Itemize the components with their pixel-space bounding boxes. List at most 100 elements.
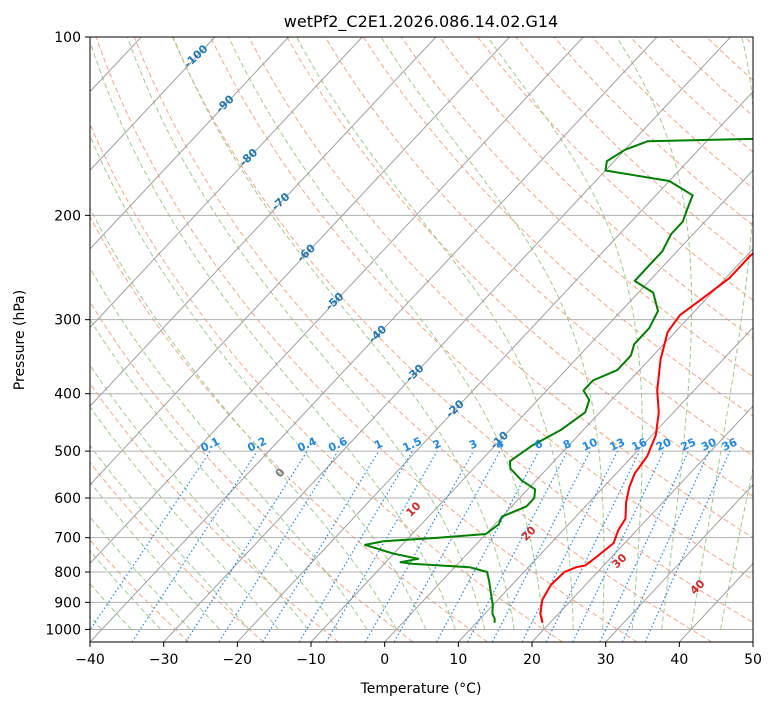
dry-adiabat [477, 37, 753, 301]
adiabat-label: 40 [688, 577, 708, 597]
isotherm-line [384, 248, 753, 642]
moist-adiabat [90, 481, 220, 630]
isotherm-line [163, 37, 731, 642]
x-tick-label: 30 [597, 652, 615, 668]
moist-adiabat [90, 406, 279, 630]
y-tick-label: 800 [54, 565, 81, 581]
mixing-ratio-line [325, 450, 438, 642]
x-tick-label: 50 [744, 652, 762, 668]
dry-adiabat [90, 215, 488, 642]
isotherm-line [605, 484, 753, 642]
mixing-ratio-label: 25 [679, 436, 698, 454]
mixing-ratio-label: 20 [654, 435, 674, 453]
moist-adiabat [90, 583, 132, 630]
moist-adiabat [380, 37, 605, 630]
x-tick-label: 40 [670, 652, 688, 668]
isotherm-line [752, 641, 753, 642]
dry-adiabat [286, 37, 753, 497]
moist-adiabat [90, 364, 309, 630]
moist-adiabat [90, 207, 397, 630]
dry-adiabat [668, 37, 753, 117]
chart-title: wetPf2_C2E1.2026.086.14.02.G14 [284, 12, 558, 32]
mixing-ratio-line [621, 450, 710, 642]
dry-adiabat [210, 37, 753, 581]
y-tick-label: 200 [54, 208, 81, 224]
mixing-ratio-line [218, 450, 339, 642]
moist-adiabat [90, 550, 162, 630]
isotherm-line [457, 326, 753, 642]
x-tick-label: −10 [296, 652, 326, 668]
mixing-ratio-label: 1.5 [401, 435, 424, 455]
moist-adiabat [228, 37, 545, 630]
mixing-ratio-line [545, 450, 641, 642]
dewpoint-trace [364, 137, 753, 623]
isotherm-line [310, 169, 753, 642]
y-tick-label: 600 [54, 491, 81, 507]
x-tick-label: −20 [223, 652, 253, 668]
moist-adiabat [487, 37, 643, 630]
moist-adiabat [172, 37, 515, 630]
mixing-ratio-line [131, 450, 258, 642]
dry-adiabat [706, 37, 753, 81]
plot-frame [89, 36, 754, 643]
mixing-ratio-label: 36 [720, 435, 740, 453]
isotherm-line [90, 37, 289, 250]
mixing-ratio-label: 1 [372, 437, 384, 452]
mixing-ratio-line [435, 450, 540, 642]
mixing-ratio-line [262, 450, 380, 642]
mixing-ratio-line [185, 450, 308, 642]
isotherm-line [90, 37, 584, 565]
y-tick-label: 900 [54, 595, 81, 611]
isotherm-line [90, 37, 658, 642]
adiabat-label: 0 [273, 465, 288, 480]
mixing-ratio-label: 3 [467, 437, 479, 452]
mixing-ratio-line [466, 450, 568, 642]
isotherm-line [0, 37, 68, 642]
moist-adiabat [90, 267, 368, 630]
isotherm-line [236, 90, 753, 642]
axes: −40 −30 −20 −10 0 10 20 30 40 5010020030040050060… [45, 30, 762, 668]
isotherm-line [90, 37, 510, 486]
y-tick-label: 700 [54, 531, 81, 547]
dry-adiabat [90, 539, 190, 642]
mixing-ratio-label: 0.4 [295, 434, 318, 454]
mixing-ratio-label: 2 [431, 437, 443, 452]
dry-adiabat [324, 37, 753, 457]
x-axis-label: Temperature (°C) [360, 681, 482, 697]
moist-adiabat [90, 444, 250, 630]
mixing-ratio-label: 13 [608, 436, 627, 454]
moist-adiabat [616, 37, 693, 630]
mixing-ratio-label: 30 [699, 435, 719, 453]
moist-adiabat [90, 39, 456, 630]
mixing-ratio-line [364, 450, 474, 642]
moist-adiabat [90, 318, 338, 630]
mixing-ratio-label: 16 [630, 435, 650, 453]
moist-adiabat [90, 134, 427, 630]
y-tick-label: 300 [54, 313, 81, 329]
plot-area: -100-90-80-70-60-50-40-30-20-100.1 0.2 0.4… [0, 37, 753, 642]
moist-adiabat [126, 37, 486, 630]
moist-adiabat [90, 516, 191, 630]
moist-adiabat [296, 37, 574, 630]
mixing-ratio-line [572, 450, 665, 642]
y-tick-label: 100 [54, 30, 81, 46]
dry-adiabat [171, 37, 753, 624]
moist-adiabat [690, 37, 753, 630]
dry-adiabat [95, 37, 638, 642]
dry-adiabat [400, 37, 753, 378]
y-axis-label: Pressure (hPa) [12, 290, 28, 390]
adiabat-label: 20 [519, 523, 539, 543]
dry-adiabat [133, 37, 712, 642]
y-tick-label: 400 [54, 387, 81, 403]
y-tick-label: 1000 [45, 622, 81, 638]
x-tick-label: −30 [149, 652, 179, 668]
isotherm-line [90, 37, 363, 329]
mixing-ratio-label: 10 [580, 435, 600, 453]
adiabat-label: 10 [404, 499, 424, 519]
mixing-ratio-label: 0.1 [199, 435, 222, 455]
isotherm-line [678, 562, 753, 642]
dry-adiabat [90, 123, 563, 642]
mixing-ratio-line [599, 450, 690, 642]
adiabat-label: 30 [609, 551, 629, 571]
